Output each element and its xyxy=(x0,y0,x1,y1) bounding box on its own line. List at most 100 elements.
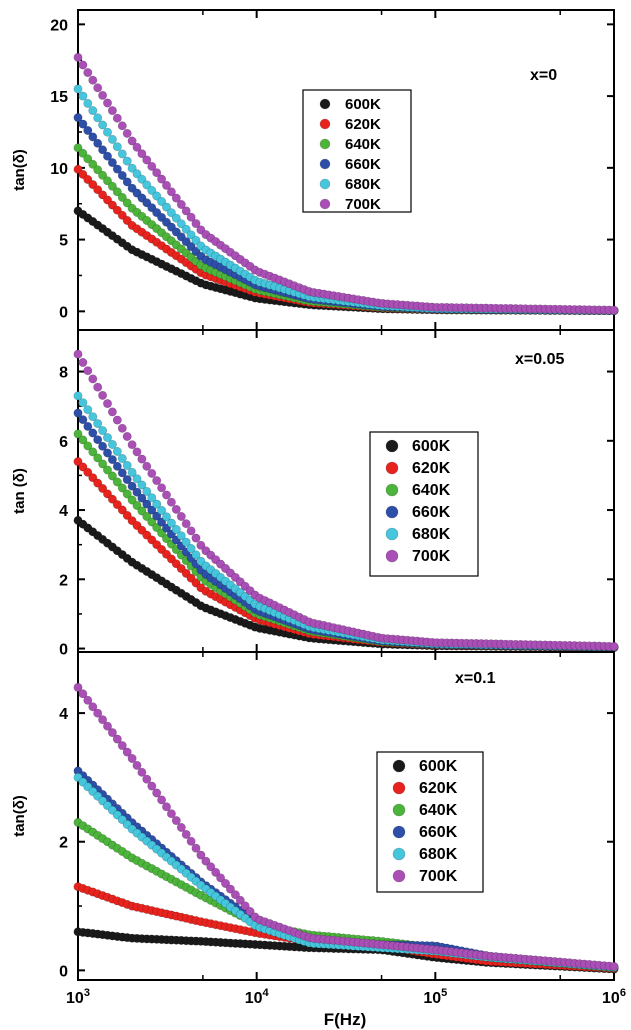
data-point xyxy=(83,441,93,451)
data-point xyxy=(78,462,88,472)
legend-marker xyxy=(392,803,406,817)
data-point xyxy=(162,202,172,212)
legend-marker xyxy=(385,483,399,497)
y-tick-label: 0 xyxy=(59,642,68,659)
data-point xyxy=(73,682,83,692)
data-point xyxy=(98,390,108,400)
data-point xyxy=(117,741,127,751)
data-point xyxy=(103,127,113,137)
data-point xyxy=(98,426,108,436)
data-point xyxy=(176,219,186,229)
data-point xyxy=(103,489,113,499)
data-point xyxy=(176,822,186,832)
data-point xyxy=(107,407,117,417)
data-point xyxy=(132,447,142,457)
data-point xyxy=(122,475,132,485)
data-point xyxy=(88,75,98,85)
data-point xyxy=(117,149,127,159)
data-point xyxy=(191,219,201,229)
data-point xyxy=(73,113,83,123)
data-point xyxy=(166,518,176,528)
data-point xyxy=(166,208,176,218)
legend-marker xyxy=(319,118,331,130)
data-point xyxy=(176,511,186,521)
data-point xyxy=(181,537,191,547)
data-point xyxy=(191,550,201,560)
data-point xyxy=(83,126,93,136)
data-point xyxy=(191,533,201,543)
data-point xyxy=(181,224,191,234)
data-point xyxy=(235,895,245,905)
legend-marker xyxy=(385,527,399,541)
data-point xyxy=(147,493,157,503)
data-point xyxy=(112,164,122,174)
data-point xyxy=(88,159,98,169)
legend-marker xyxy=(392,869,406,883)
data-point xyxy=(166,497,176,507)
data-point xyxy=(83,154,93,164)
data-point xyxy=(122,431,132,441)
data-point xyxy=(122,156,132,166)
data-point xyxy=(609,641,619,651)
data-point xyxy=(78,357,88,367)
data-point xyxy=(93,382,103,392)
data-point xyxy=(127,136,137,146)
data-point xyxy=(162,180,172,190)
data-point xyxy=(196,850,206,860)
data-point xyxy=(78,148,88,158)
data-point xyxy=(107,728,117,738)
composition-label: x=0.1 xyxy=(455,670,496,687)
data-point xyxy=(78,435,88,445)
data-point xyxy=(93,435,103,445)
data-point xyxy=(152,476,162,486)
data-point xyxy=(147,517,157,527)
data-point xyxy=(103,448,113,458)
data-point xyxy=(171,524,181,534)
legend-label: 600K xyxy=(412,438,451,455)
data-point xyxy=(83,695,93,705)
data-point xyxy=(152,522,162,532)
data-point xyxy=(93,478,103,488)
data-point xyxy=(98,459,108,469)
plot-frame xyxy=(77,651,615,981)
legend-marker xyxy=(319,138,331,150)
data-point xyxy=(171,193,181,203)
data-point xyxy=(152,168,162,178)
data-point xyxy=(78,119,88,129)
data-point xyxy=(216,873,226,883)
legend-label: 640K xyxy=(345,136,381,153)
data-point xyxy=(162,512,172,522)
data-point xyxy=(83,366,93,376)
data-point xyxy=(98,145,108,155)
data-point xyxy=(103,399,113,409)
x-axis: F(Hz) 103 104 105 106 xyxy=(66,987,626,1029)
data-point xyxy=(132,760,142,770)
data-point xyxy=(132,487,142,497)
legend-label: 620K xyxy=(419,780,458,797)
data-point xyxy=(117,423,127,433)
data-point xyxy=(137,506,147,516)
data-point xyxy=(147,185,157,195)
y-axis-label: tan (δ) xyxy=(11,468,28,514)
legend-label: 600K xyxy=(419,758,458,775)
data-point xyxy=(211,867,221,877)
y-tick-label: 8 xyxy=(59,365,68,382)
data-point xyxy=(122,198,132,208)
panels: 05101520tan(δ)x=0600K620K640K660K680K700… xyxy=(11,9,619,981)
legend-marker xyxy=(385,439,399,453)
data-point xyxy=(186,230,196,240)
data-point xyxy=(122,510,132,520)
data-point xyxy=(112,461,122,471)
data-point xyxy=(122,747,132,757)
legend-label: 700K xyxy=(419,868,458,885)
data-point xyxy=(103,151,113,161)
data-point xyxy=(157,517,167,527)
data-point xyxy=(88,473,98,483)
data-point xyxy=(132,169,142,179)
data-point xyxy=(152,788,162,798)
data-point xyxy=(127,163,137,173)
data-point xyxy=(152,511,162,521)
data-point xyxy=(171,213,181,223)
data-point xyxy=(93,453,103,463)
y-axis-label: tan(δ) xyxy=(11,149,28,191)
